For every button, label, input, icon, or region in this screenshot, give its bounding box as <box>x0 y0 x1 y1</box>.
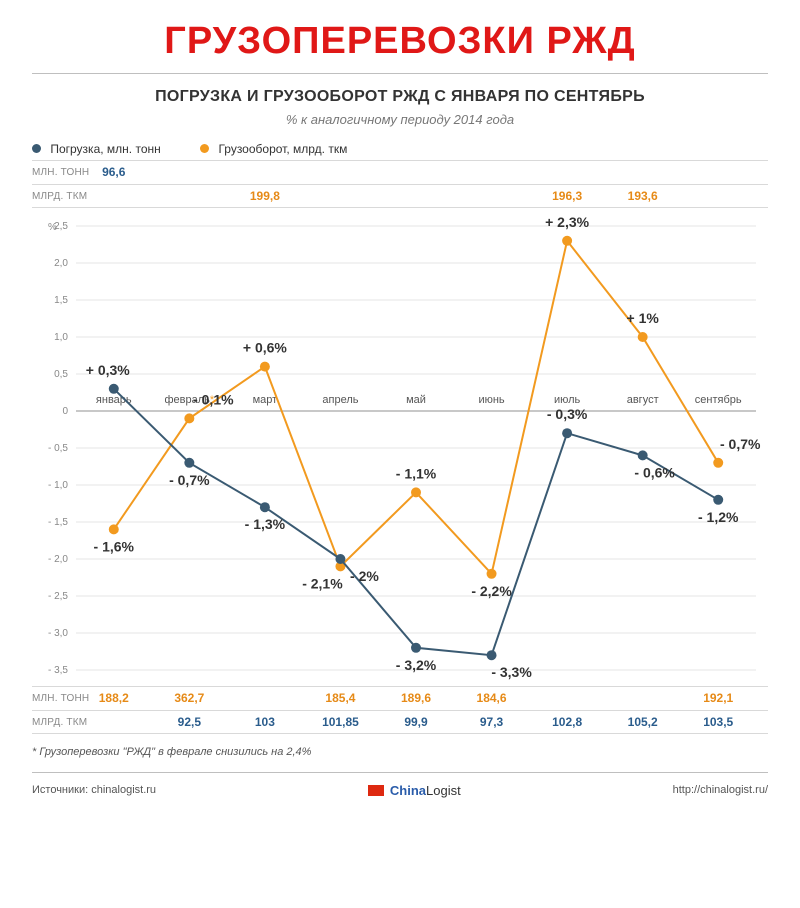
brand-logo: ChinaLogist <box>368 783 461 798</box>
chart-subtitle2: % к аналогичному периоду 2014 года <box>32 112 768 127</box>
value-cell: 362,7 <box>174 691 204 705</box>
legend-label-1: Погрузка, млн. тонн <box>50 142 160 156</box>
data-label: - 2,1% <box>302 575 343 591</box>
divider-bottom <box>32 772 768 773</box>
data-label: - 0,6% <box>634 464 675 480</box>
data-label: - 0,3% <box>547 406 588 422</box>
data-label: + 1% <box>627 310 660 326</box>
legend-marker-2 <box>200 144 209 153</box>
value-cell: 103,5 <box>703 715 733 729</box>
footnote: * Грузоперевозки "РЖД" в феврале снизили… <box>32 746 768 758</box>
series-marker <box>713 495 723 505</box>
data-label: - 3,3% <box>491 664 532 680</box>
line-chart: 2,52,01,51,00,50- 0,5- 1,0- 1,5- 2,0- 2,… <box>32 210 768 680</box>
series-marker <box>487 650 497 660</box>
value-cell: 105,2 <box>628 715 658 729</box>
row-label-bk-2: млрд. ткм <box>32 717 98 728</box>
value-cell: 199,8 <box>250 189 280 203</box>
series-marker <box>260 502 270 512</box>
series-marker <box>411 487 421 497</box>
top-value-rows: млн. тонн 96,6 млрд. ткм 199,8 196,3 193,6 <box>32 160 768 208</box>
value-cell: 102,8 <box>552 715 582 729</box>
chart-svg: 2,52,01,51,00,50- 0,5- 1,0- 1,5- 2,0- 2,… <box>32 210 768 680</box>
legend-marker-1 <box>32 144 41 153</box>
month-label: май <box>406 394 426 406</box>
y-tick-label: - 1,5 <box>48 517 68 528</box>
bottom-value-rows: млн. тонн 188,2 362,7 185,4 189,6 184,6 192,1… <box>32 686 768 734</box>
y-tick-label: - 2,0 <box>48 554 68 565</box>
brand-part2: Logist <box>426 783 461 798</box>
value-cell: 188,2 <box>99 691 129 705</box>
value-cell: 193,6 <box>628 189 658 203</box>
series-marker <box>562 236 572 246</box>
data-label: - 1,1% <box>396 465 437 481</box>
data-label: - 3,2% <box>396 657 437 673</box>
legend: Погрузка, млн. тонн Грузооборот, млрд. т… <box>32 141 768 156</box>
series-marker <box>109 384 119 394</box>
series-marker <box>562 428 572 438</box>
value-cell: 192,1 <box>703 691 733 705</box>
row-label-mt: млн. тонн <box>32 167 98 178</box>
row-label-mt-2: млн. тонн <box>32 693 98 704</box>
y-tick-label: - 1,0 <box>48 480 68 491</box>
flag-icon <box>368 785 384 796</box>
series-marker <box>184 458 194 468</box>
month-label: март <box>253 394 278 406</box>
site-url: http://chinalogist.ru/ <box>673 784 768 796</box>
value-cell: 185,4 <box>325 691 355 705</box>
value-cell: 184,6 <box>477 691 507 705</box>
data-label: + 0,6% <box>243 339 288 355</box>
value-cell: 189,6 <box>401 691 431 705</box>
chart-subtitle: ПОГРУЗКА И ГРУЗООБОРОТ РЖД С ЯНВАРЯ ПО С… <box>32 88 768 106</box>
month-label: июль <box>554 394 581 406</box>
data-label: - 0,7% <box>169 472 210 488</box>
data-label: - 2% <box>350 568 379 584</box>
series-marker <box>713 458 723 468</box>
page-title: ГРУЗОПЕРЕВОЗКИ РЖД <box>32 20 768 63</box>
y-tick-label: 1,0 <box>54 332 68 343</box>
month-label: август <box>627 394 659 406</box>
value-cell: 92,5 <box>178 715 201 729</box>
y-tick-label: 0,5 <box>54 369 68 380</box>
legend-label-2: Грузооборот, млрд. ткм <box>218 142 347 156</box>
month-label: апрель <box>322 394 358 406</box>
footer: Источники: chinalogist.ru ChinaLogist ht… <box>32 783 768 798</box>
value-cell: 96,6 <box>102 165 125 179</box>
data-label: + 0,3% <box>86 362 131 378</box>
series-marker <box>638 450 648 460</box>
brand-part1: China <box>390 783 426 798</box>
value-cell: 99,9 <box>404 715 427 729</box>
series-marker <box>487 569 497 579</box>
value-cell: 196,3 <box>552 189 582 203</box>
value-cell: 97,3 <box>480 715 503 729</box>
row-label-bk: млрд. ткм <box>32 191 98 202</box>
series-marker <box>411 643 421 653</box>
y-tick-label: - 3,0 <box>48 628 68 639</box>
data-label: - 0,7% <box>720 436 761 452</box>
sources: Источники: chinalogist.ru <box>32 784 156 796</box>
data-label: - 1,2% <box>698 509 739 525</box>
data-label: + 2,3% <box>545 214 590 230</box>
series-marker <box>184 413 194 423</box>
y-tick-label: - 2,5 <box>48 591 68 602</box>
y-tick-label: - 3,5 <box>48 665 68 676</box>
series-marker <box>109 524 119 534</box>
divider <box>32 73 768 74</box>
series-marker <box>335 554 345 564</box>
y-tick-label: 1,5 <box>54 295 68 306</box>
data-label: - 0,1% <box>193 391 234 407</box>
y-tick-label: 0 <box>62 406 68 417</box>
data-label: - 1,3% <box>245 516 286 532</box>
month-label: июнь <box>478 394 504 406</box>
y-tick-label: - 0,5 <box>48 443 68 454</box>
series-marker <box>638 332 648 342</box>
data-label: - 2,2% <box>471 583 512 599</box>
value-cell: 101,85 <box>322 715 359 729</box>
series-marker <box>260 361 270 371</box>
month-label: сентябрь <box>695 394 742 406</box>
value-cell: 103 <box>255 715 275 729</box>
y-tick-label: 2,0 <box>54 258 68 269</box>
data-label: - 1,6% <box>94 538 135 554</box>
y-axis-label: % <box>48 222 57 233</box>
